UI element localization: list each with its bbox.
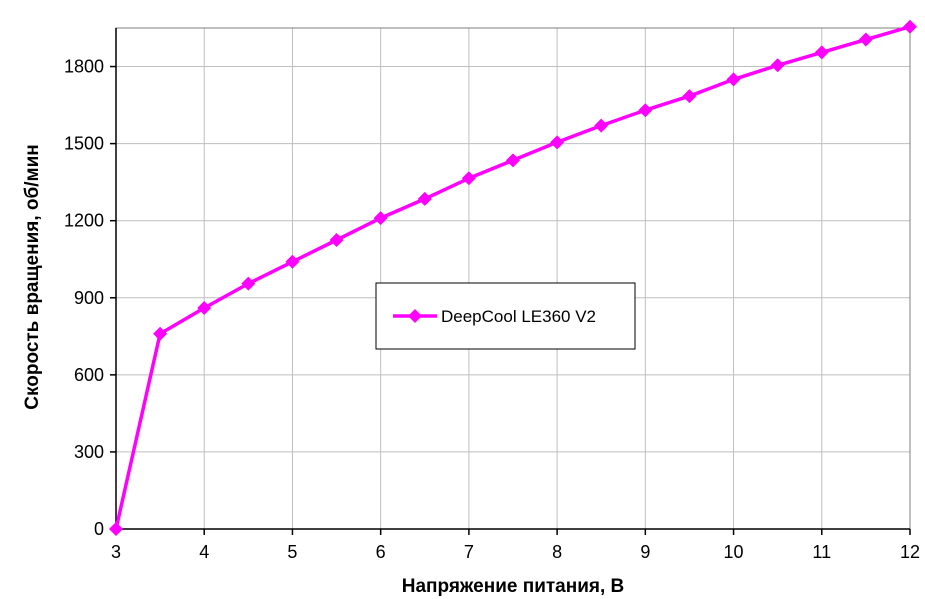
data-point: [770, 58, 785, 73]
data-point: [241, 276, 256, 291]
data-point: [594, 118, 609, 133]
data-point: [153, 326, 168, 341]
y-tick-label: 600: [74, 365, 104, 385]
data-point: [903, 19, 917, 34]
data-point: [726, 72, 741, 87]
x-axis-title: Напряжение питания, В: [402, 576, 625, 597]
x-tick-label: 10: [724, 542, 744, 562]
x-tick-label: 6: [376, 542, 386, 562]
data-point: [285, 254, 300, 269]
x-tick-label: 12: [900, 542, 920, 562]
series-layer: [109, 19, 917, 536]
x-tick-label: 9: [640, 542, 650, 562]
legend-label: DeepCool LE360 V2: [441, 307, 596, 326]
data-point: [373, 211, 388, 226]
y-tick-label: 1200: [64, 211, 104, 231]
legend-marker: [408, 309, 422, 323]
y-tick-label: 1800: [64, 57, 104, 77]
data-point: [461, 171, 476, 186]
legend: DeepCool LE360 V2: [375, 282, 636, 350]
data-point: [506, 153, 520, 168]
x-tick-label: 8: [552, 542, 562, 562]
data-point: [682, 89, 697, 104]
data-point: [197, 301, 212, 316]
y-tick-label: 0: [94, 519, 104, 539]
y-axis-title: Скорость вращения, об/мин: [22, 144, 43, 409]
x-tick-label: 3: [111, 542, 121, 562]
x-tick-label: 5: [287, 542, 297, 562]
x-tick-label: 4: [199, 542, 209, 562]
data-point: [329, 232, 344, 247]
y-tick-label: 1500: [64, 134, 104, 154]
x-tick-label: 7: [464, 542, 474, 562]
x-tick-label: 11: [812, 542, 831, 562]
data-point: [550, 135, 565, 150]
plot-area: [116, 28, 910, 529]
data-point: [417, 191, 432, 206]
y-tick-label: 300: [74, 442, 104, 462]
data-point: [858, 32, 873, 47]
data-point: [814, 45, 829, 60]
data-point: [638, 103, 653, 118]
data-point: [109, 522, 123, 536]
axis-ticks: 3 4 5 6 7 8 9 10 11 12 0 300 600 900 1200 1500 1800: [64, 57, 920, 562]
y-tick-label: 900: [74, 288, 104, 308]
